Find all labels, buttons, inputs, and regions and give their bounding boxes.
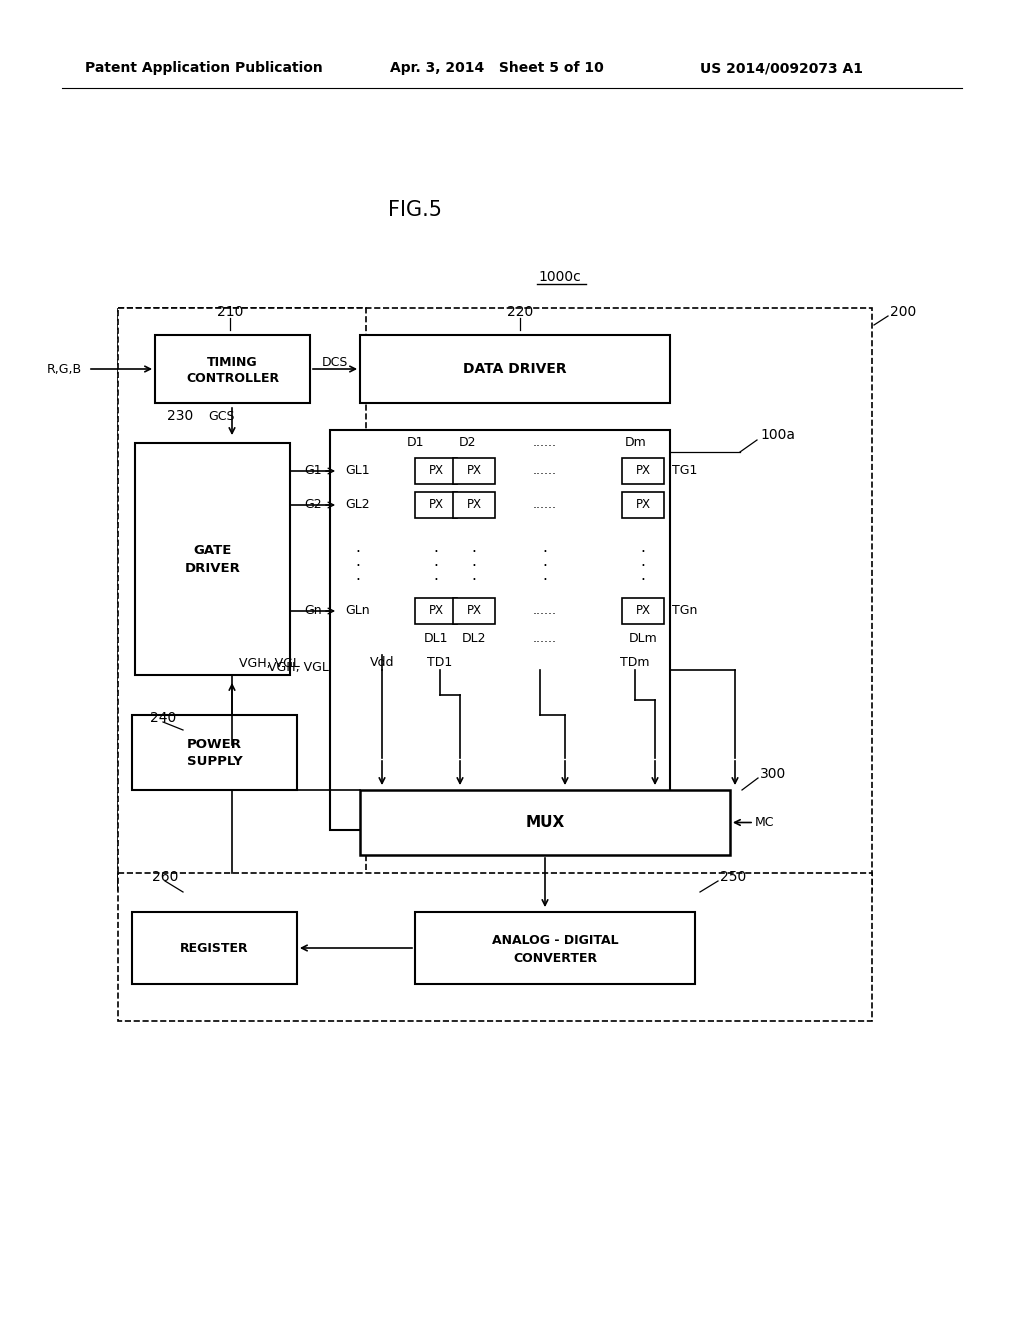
Text: Apr. 3, 2014   Sheet 5 of 10: Apr. 3, 2014 Sheet 5 of 10 <box>390 61 604 75</box>
Text: ......: ...... <box>534 465 557 478</box>
Text: GL1: GL1 <box>346 465 371 478</box>
Text: CONTROLLER: CONTROLLER <box>186 371 280 384</box>
Text: 220: 220 <box>507 305 534 319</box>
Text: CONVERTER: CONVERTER <box>513 952 597 965</box>
Text: GL2: GL2 <box>346 499 371 511</box>
Bar <box>132 715 297 789</box>
Text: .: . <box>433 540 438 556</box>
Text: ......: ...... <box>534 605 557 618</box>
Text: GLn: GLn <box>346 605 371 618</box>
Text: MC: MC <box>755 816 774 829</box>
Text: .: . <box>472 540 476 556</box>
Text: ......: ...... <box>534 436 557 449</box>
Text: SUPPLY: SUPPLY <box>186 755 243 768</box>
Text: ANALOG - DIGITAL: ANALOG - DIGITAL <box>492 933 618 946</box>
Text: DLm: DLm <box>629 631 657 644</box>
Text: DRIVER: DRIVER <box>184 562 241 576</box>
Text: PX: PX <box>636 465 650 478</box>
Bar <box>415 492 457 517</box>
Bar <box>118 308 872 890</box>
Text: TIMING: TIMING <box>207 355 258 368</box>
Bar <box>118 873 872 1020</box>
Text: .: . <box>641 554 645 569</box>
Bar <box>622 598 664 624</box>
Text: .: . <box>433 554 438 569</box>
Bar <box>132 912 297 983</box>
Text: FIG.5: FIG.5 <box>388 201 442 220</box>
Bar <box>360 335 670 403</box>
Text: 300: 300 <box>760 767 786 781</box>
Text: .: . <box>641 540 645 556</box>
Bar <box>415 598 457 624</box>
Bar <box>135 444 290 675</box>
Bar <box>622 458 664 484</box>
Bar <box>360 789 730 855</box>
Text: .: . <box>355 569 360 583</box>
Text: 100a: 100a <box>760 428 795 442</box>
Text: D2: D2 <box>459 436 477 449</box>
Text: Dm: Dm <box>625 436 647 449</box>
Text: R,G,B: R,G,B <box>47 363 82 375</box>
Text: GCS: GCS <box>208 409 234 422</box>
Text: 250: 250 <box>720 870 746 884</box>
Text: 210: 210 <box>217 305 243 319</box>
Text: PX: PX <box>467 499 481 511</box>
Text: ......: ...... <box>534 499 557 511</box>
Bar <box>415 458 457 484</box>
Text: Patent Application Publication: Patent Application Publication <box>85 61 323 75</box>
Text: .: . <box>543 540 548 556</box>
Bar <box>453 492 495 517</box>
Text: .: . <box>472 569 476 583</box>
Text: 240: 240 <box>150 711 176 725</box>
Text: TGn: TGn <box>672 605 697 618</box>
Text: Vdd: Vdd <box>370 656 394 669</box>
Text: .: . <box>543 554 548 569</box>
Text: G1: G1 <box>304 465 322 478</box>
Text: 200: 200 <box>890 305 916 319</box>
Text: 1000c: 1000c <box>539 271 582 284</box>
Text: .: . <box>543 569 548 583</box>
Text: PX: PX <box>467 605 481 618</box>
Text: .: . <box>472 554 476 569</box>
Text: 260: 260 <box>152 870 178 884</box>
Text: MUX: MUX <box>525 814 564 830</box>
Text: ......: ...... <box>534 631 557 644</box>
Text: .: . <box>355 554 360 569</box>
Text: PX: PX <box>428 499 443 511</box>
Text: POWER: POWER <box>187 738 242 751</box>
Bar <box>155 335 310 403</box>
Text: REGISTER: REGISTER <box>180 941 249 954</box>
Text: DCS: DCS <box>322 355 348 368</box>
Bar <box>415 912 695 983</box>
Bar <box>330 430 670 830</box>
Text: .: . <box>641 569 645 583</box>
Text: Gn: Gn <box>304 605 322 618</box>
Text: PX: PX <box>467 465 481 478</box>
Text: PX: PX <box>636 605 650 618</box>
Text: DL2: DL2 <box>462 631 486 644</box>
Text: PX: PX <box>428 605 443 618</box>
Text: TD1: TD1 <box>427 656 453 669</box>
Text: DL1: DL1 <box>424 631 449 644</box>
Text: US 2014/0092073 A1: US 2014/0092073 A1 <box>700 61 863 75</box>
Text: D1: D1 <box>407 436 424 449</box>
Text: VGH, VGL: VGH, VGL <box>268 661 329 675</box>
Text: .: . <box>433 569 438 583</box>
Text: GATE: GATE <box>194 544 231 557</box>
Text: G2: G2 <box>304 499 322 511</box>
Bar <box>622 492 664 517</box>
Text: DATA DRIVER: DATA DRIVER <box>463 362 567 376</box>
Text: .: . <box>355 540 360 556</box>
Text: TDm: TDm <box>621 656 650 669</box>
Text: VGH, VGL: VGH, VGL <box>240 656 300 669</box>
Bar <box>453 458 495 484</box>
Text: PX: PX <box>428 465 443 478</box>
Bar <box>453 598 495 624</box>
Text: 230: 230 <box>167 409 194 422</box>
Bar <box>118 308 366 890</box>
Text: TG1: TG1 <box>672 465 697 478</box>
Text: PX: PX <box>636 499 650 511</box>
